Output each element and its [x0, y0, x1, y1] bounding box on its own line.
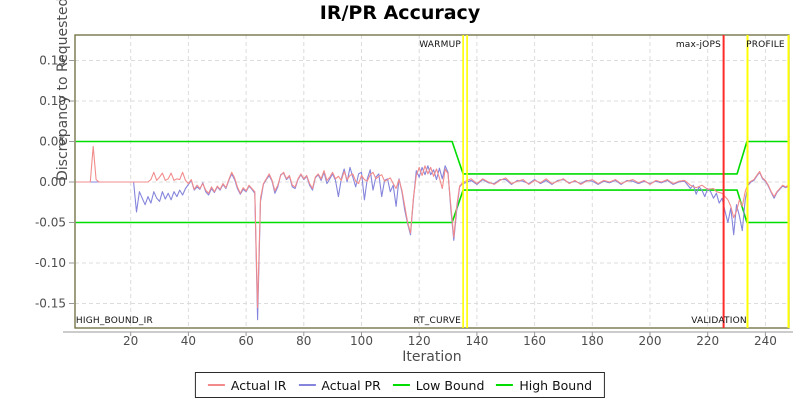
svg-text:220: 220	[696, 334, 719, 348]
legend-swatch	[392, 384, 410, 386]
svg-text:100: 100	[350, 334, 373, 348]
svg-text:-0.15: -0.15	[35, 297, 66, 311]
svg-text:0.10: 0.10	[39, 94, 66, 108]
svg-text:80: 80	[296, 334, 311, 348]
legend: Actual IR Actual PR Low Bound High Bound	[194, 372, 606, 398]
legend-swatch	[207, 384, 225, 386]
legend-item: High Bound	[496, 378, 592, 393]
svg-text:-0.10: -0.10	[35, 256, 66, 270]
svg-text:0.15: 0.15	[39, 54, 66, 68]
legend-label: Actual IR	[230, 377, 287, 393]
x-axis-label: Iteration	[402, 349, 462, 365]
legend-label: Low Bound	[415, 377, 485, 393]
svg-text:-0.05: -0.05	[35, 216, 66, 230]
phase-label-warmup: WARMUP	[419, 40, 461, 50]
legend-item: Actual IR	[207, 377, 287, 393]
svg-text:240: 240	[754, 334, 777, 348]
svg-text:140: 140	[465, 334, 488, 348]
svg-text:60: 60	[238, 334, 253, 348]
phase-label-high_bound_ir: HIGH_BOUND_IR	[76, 316, 153, 326]
legend-item: Low Bound	[392, 377, 485, 393]
phase-label-profile: PROFILE	[746, 40, 785, 50]
legend-swatch	[298, 384, 316, 386]
svg-text:0.00: 0.00	[39, 175, 66, 189]
phase-label-rt_curve: RT_CURVE	[413, 316, 461, 326]
svg-text:20: 20	[123, 334, 138, 348]
legend-swatch	[496, 384, 514, 386]
svg-text:160: 160	[523, 334, 546, 348]
svg-text:0.05: 0.05	[39, 135, 66, 149]
legend-item: Actual PR	[298, 377, 381, 393]
svg-text:180: 180	[581, 334, 604, 348]
phase-label-validation: VALIDATION	[691, 316, 747, 326]
legend-label: Actual PR	[321, 377, 381, 393]
chart-title: IR/PR Accuracy	[319, 2, 481, 24]
legend-label: High Bound	[519, 377, 593, 393]
svg-text:40: 40	[181, 334, 196, 348]
phase-label-max-jops: max-jOPS	[676, 40, 721, 50]
svg-text:200: 200	[639, 334, 662, 348]
svg-text:120: 120	[408, 334, 431, 348]
